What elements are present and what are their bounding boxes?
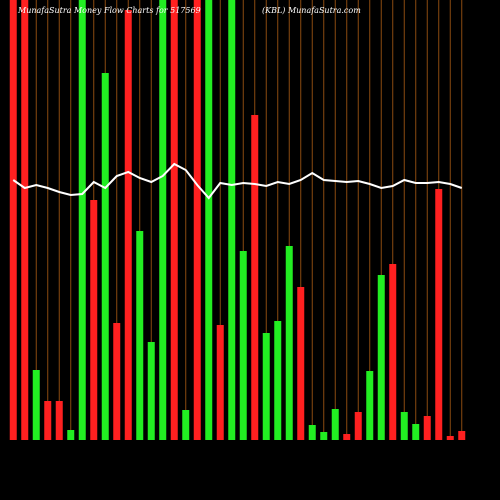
bar xyxy=(251,115,259,440)
bar xyxy=(44,401,52,440)
bar xyxy=(21,0,29,440)
bars xyxy=(9,0,466,440)
bar xyxy=(239,251,247,440)
lines xyxy=(12,162,463,200)
bar xyxy=(343,434,351,440)
bar xyxy=(435,189,443,440)
bar xyxy=(113,323,121,440)
bar xyxy=(101,73,109,440)
bar xyxy=(412,424,420,440)
bar xyxy=(159,0,167,440)
bar xyxy=(320,432,328,440)
chart-title: MunafaSutra Money Flow Charts for 517569 xyxy=(17,6,201,15)
bar xyxy=(274,321,282,440)
bar xyxy=(205,0,213,440)
bar xyxy=(308,425,316,440)
line xyxy=(12,162,463,200)
bar xyxy=(124,10,132,440)
bar xyxy=(193,0,201,440)
bar xyxy=(67,430,75,440)
bar xyxy=(32,370,40,440)
bar xyxy=(354,412,362,440)
bar xyxy=(377,275,385,440)
bar xyxy=(228,0,236,440)
bar xyxy=(262,333,270,440)
bar xyxy=(331,409,339,440)
bar xyxy=(147,342,155,440)
bar xyxy=(285,246,293,440)
bar xyxy=(9,0,17,440)
bar xyxy=(78,0,86,440)
bar xyxy=(458,431,466,440)
bar xyxy=(182,410,190,440)
bar xyxy=(90,200,98,440)
bar xyxy=(400,412,408,440)
bar xyxy=(446,436,454,440)
bar xyxy=(55,401,63,440)
bar xyxy=(170,0,178,440)
bar xyxy=(423,416,431,440)
chart-subtitle: (KBL) MunafaSutra.com xyxy=(262,6,361,15)
bar xyxy=(136,231,144,440)
bar xyxy=(366,371,374,440)
bar xyxy=(216,325,224,440)
bar xyxy=(297,287,305,440)
bar xyxy=(389,264,397,440)
